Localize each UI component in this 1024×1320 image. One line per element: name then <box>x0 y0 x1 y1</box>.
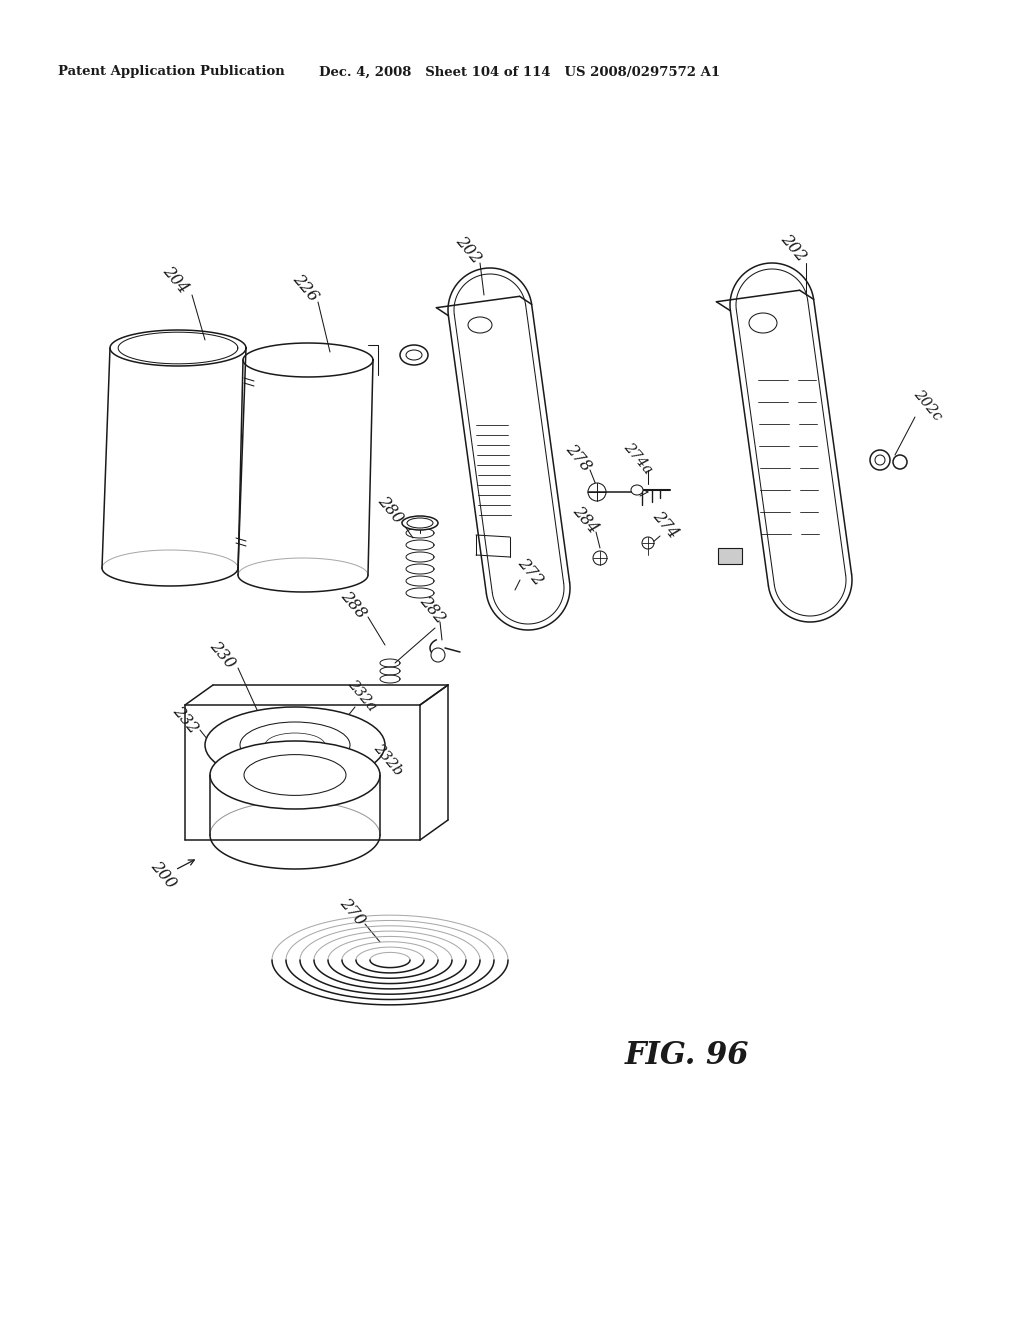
Text: 232b: 232b <box>371 742 406 779</box>
Ellipse shape <box>205 708 385 783</box>
Ellipse shape <box>588 483 606 502</box>
Text: 284: 284 <box>568 503 601 537</box>
Text: 272: 272 <box>514 554 546 589</box>
Ellipse shape <box>431 648 445 663</box>
Text: 226: 226 <box>289 271 322 305</box>
Ellipse shape <box>265 733 325 756</box>
Text: Patent Application Publication: Patent Application Publication <box>58 66 285 78</box>
Text: 274a: 274a <box>621 440 655 477</box>
Ellipse shape <box>400 345 428 366</box>
Ellipse shape <box>406 350 422 360</box>
Ellipse shape <box>870 450 890 470</box>
Text: 288: 288 <box>337 587 370 622</box>
Ellipse shape <box>402 516 438 531</box>
Text: 278: 278 <box>562 441 594 475</box>
Text: 232a: 232a <box>345 677 379 714</box>
Ellipse shape <box>874 455 885 465</box>
Text: 202: 202 <box>452 232 484 267</box>
Text: 232: 232 <box>169 704 202 737</box>
Text: 230: 230 <box>206 638 239 672</box>
Text: 274: 274 <box>649 508 681 543</box>
Ellipse shape <box>893 455 907 469</box>
Ellipse shape <box>642 537 654 549</box>
Ellipse shape <box>210 741 380 809</box>
Text: Dec. 4, 2008   Sheet 104 of 114   US 2008/0297572 A1: Dec. 4, 2008 Sheet 104 of 114 US 2008/02… <box>319 66 721 78</box>
Text: 204: 204 <box>159 263 191 297</box>
Ellipse shape <box>593 550 607 565</box>
Ellipse shape <box>407 517 433 528</box>
Ellipse shape <box>244 755 346 796</box>
Text: FIG. 96: FIG. 96 <box>625 1040 750 1071</box>
Text: 202: 202 <box>777 231 809 265</box>
Ellipse shape <box>631 484 643 495</box>
Text: 202c: 202c <box>911 387 945 424</box>
Text: 282: 282 <box>416 593 449 627</box>
Ellipse shape <box>240 722 350 768</box>
Ellipse shape <box>749 313 777 333</box>
Ellipse shape <box>468 317 492 333</box>
Text: 280: 280 <box>374 492 407 527</box>
Bar <box>718 548 742 564</box>
Text: 270: 270 <box>336 895 369 929</box>
Text: 200: 200 <box>146 858 179 892</box>
